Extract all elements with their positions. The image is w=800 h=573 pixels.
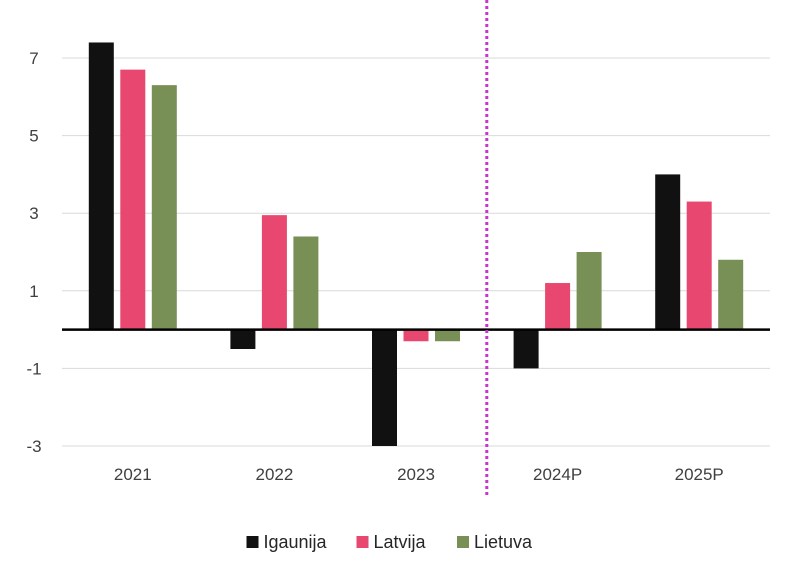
bar-lietuva-2022 (293, 236, 319, 330)
bar-igaunija-2025p (655, 174, 681, 330)
bar-latvija-2024p (545, 283, 571, 330)
x-tick-label: 2024P (533, 465, 582, 484)
legend-label-igaunija: Igaunija (264, 532, 328, 552)
bar-igaunija-2024p (513, 329, 539, 369)
bar-lietuva-2021 (151, 85, 177, 330)
bar-latvija-2022 (261, 215, 287, 330)
bar-latvija-2021 (120, 69, 146, 330)
bars (88, 42, 744, 446)
gridlines (62, 57, 770, 447)
bar-latvija-2023 (403, 329, 429, 342)
y-axis-tick-labels: 7 5 3 1 -1 -3 (26, 49, 41, 456)
legend: Igaunija Latvija Lietuva (246, 532, 533, 552)
bar-igaunija-2023 (372, 329, 397, 446)
y-tick-label: 3 (29, 204, 38, 223)
x-axis-tick-labels: 2021 2022 2023 2024P 2025P (114, 465, 724, 484)
bar-latvija-2025p (686, 201, 712, 330)
bar-igaunija-2021 (88, 42, 114, 330)
y-tick-label: 1 (29, 282, 38, 301)
y-tick-label: 5 (29, 127, 38, 146)
x-tick-label: 2025P (675, 465, 724, 484)
y-tick-label: -3 (26, 437, 41, 456)
y-tick-label: -1 (26, 359, 41, 378)
bar-lietuva-2023 (435, 329, 460, 342)
x-tick-label: 2023 (397, 465, 435, 484)
legend-swatch-igaunija (246, 536, 259, 548)
x-tick-label: 2021 (114, 465, 152, 484)
bar-igaunija-2022 (230, 329, 256, 349)
legend-label-lietuva: Lietuva (474, 532, 533, 552)
bar-lietuva-2025p (718, 259, 744, 330)
legend-label-latvija: Latvija (374, 532, 427, 552)
bar-lietuva-2024p (576, 252, 602, 330)
x-tick-label: 2022 (255, 465, 293, 484)
legend-swatch-latvija (356, 536, 369, 548)
legend-swatch-lietuva (457, 536, 469, 548)
y-tick-label: 7 (29, 49, 38, 68)
